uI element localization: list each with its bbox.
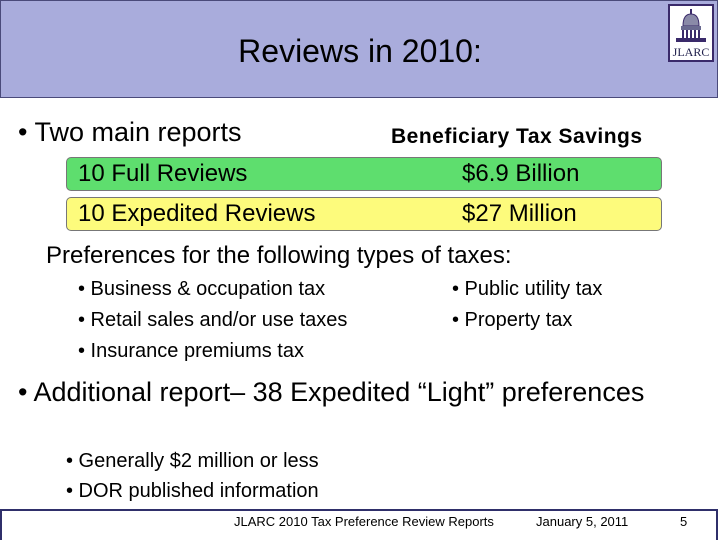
full-reviews-row: 10 Full Reviews $6.9 Billion <box>66 157 662 191</box>
tax-type-item: • Retail sales and/or use taxes <box>78 309 348 331</box>
tax-type-item: • Public utility tax <box>452 278 603 300</box>
footer-date: January 5, 2011 <box>536 514 629 529</box>
preferences-heading: Preferences for the following types of t… <box>46 242 512 269</box>
footer-report-title: JLARC 2010 Tax Preference Review Reports <box>234 514 494 529</box>
additional-sub-item: • Generally $2 million or less <box>66 450 319 472</box>
row-value: $6.9 Billion <box>462 160 580 187</box>
bullet-additional-report: • Additional report– 38 Expedited “Light… <box>18 377 645 407</box>
additional-sub-item: • DOR published information <box>66 480 319 502</box>
row-label: 10 Full Reviews <box>78 160 248 187</box>
row-value: $27 Million <box>462 200 577 227</box>
bullet-two-main-reports: • Two main reports <box>18 117 242 147</box>
tax-type-item: • Insurance premiums tax <box>78 340 304 362</box>
tax-type-item: • Business & occupation tax <box>78 278 326 300</box>
capitol-dome-icon <box>676 9 706 42</box>
column-header: Beneficiary Tax Savings <box>391 125 643 148</box>
row-label: 10 Expedited Reviews <box>78 200 316 227</box>
page-number: 5 <box>680 514 688 529</box>
jlarc-logo: JLARC <box>668 4 714 62</box>
tax-type-item: • Property tax <box>452 309 573 331</box>
footer-bar <box>0 509 718 540</box>
title-bar <box>0 0 718 98</box>
expedited-reviews-row: 10 Expedited Reviews $27 Million <box>66 197 662 231</box>
slide-title: Reviews in 2010: <box>238 33 482 69</box>
logo-text: JLARC <box>672 45 710 59</box>
